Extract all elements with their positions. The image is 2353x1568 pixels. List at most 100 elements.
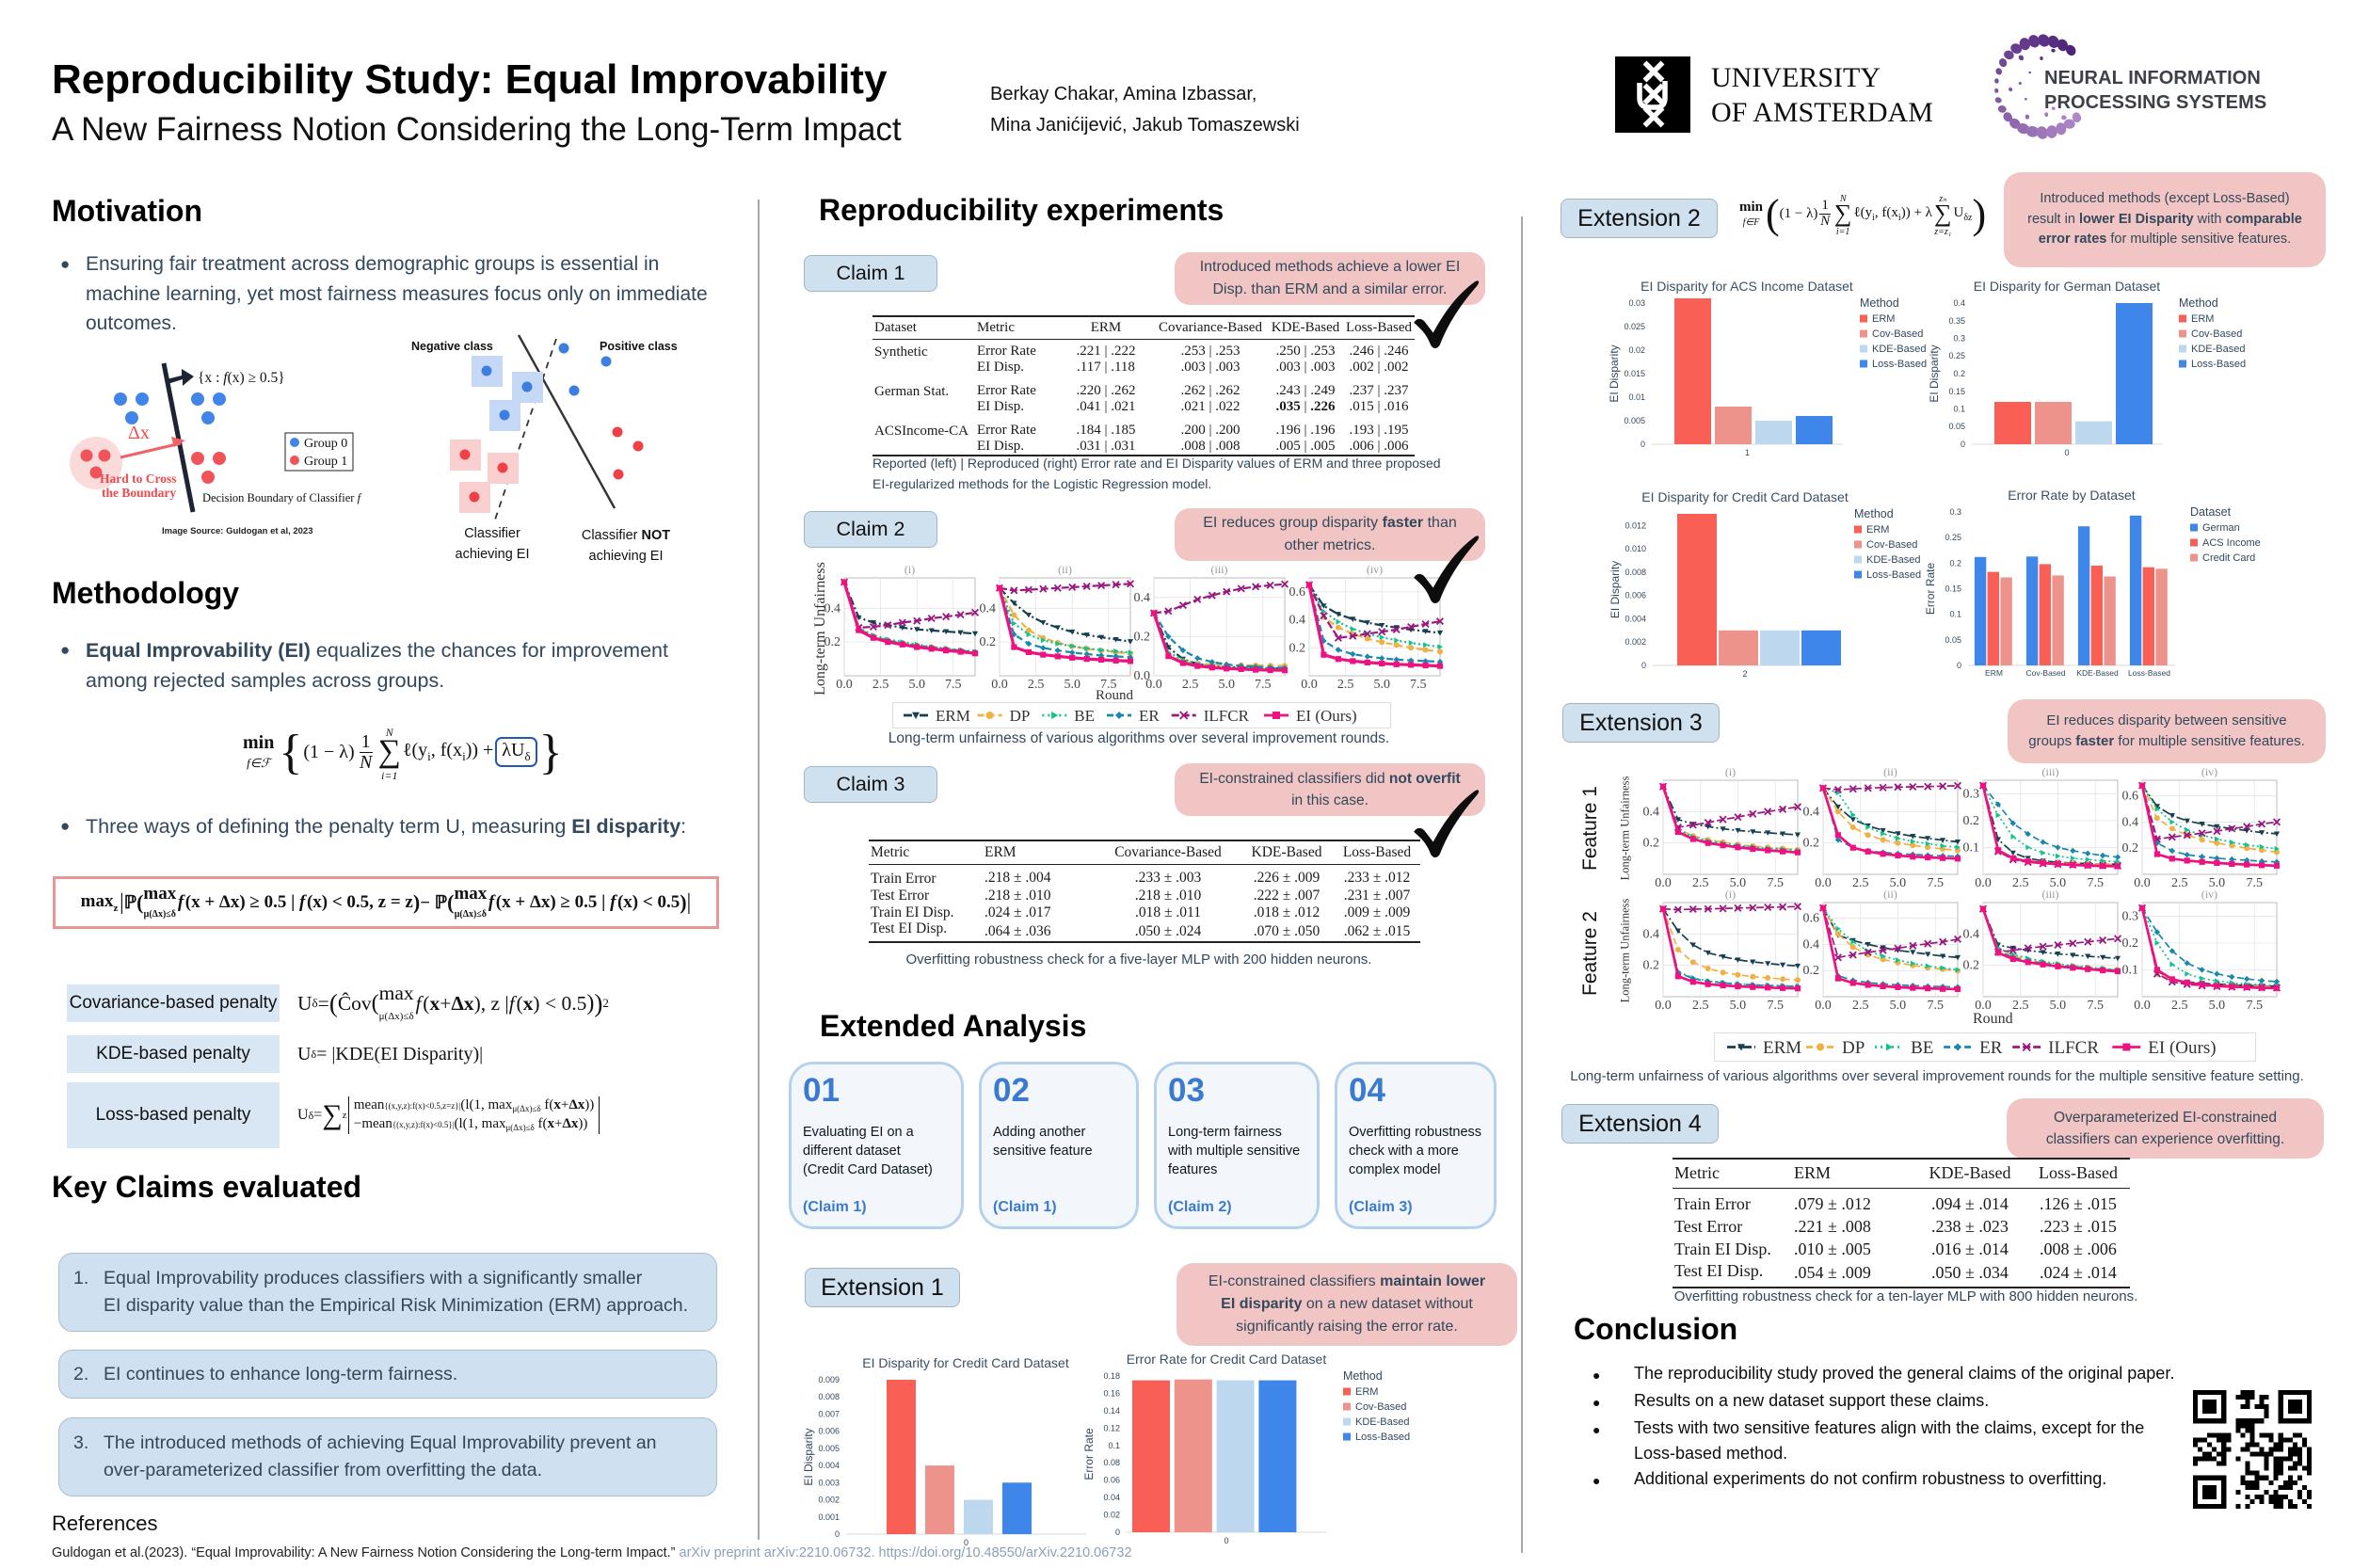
svg-text:0.002: 0.002 [818,1496,840,1505]
svg-text:{x : f(x) ≥ 0.5}: {x : f(x) ≥ 0.5} [198,370,285,386]
svg-text:0.010: 0.010 [1625,544,1646,553]
svg-text:German: German [2202,522,2240,534]
svg-text:0.0: 0.0 [836,678,853,692]
svg-text:7.5: 7.5 [2087,876,2104,890]
svg-text:0.1: 0.1 [2122,963,2139,977]
svg-text:ERM: ERM [2191,313,2214,325]
svg-text:ER: ER [1139,707,1160,725]
svg-text:0.0: 0.0 [1975,876,1992,890]
svg-text:0.05: 0.05 [1945,635,1961,645]
svg-text:EI Disparity: EI Disparity [802,1428,815,1485]
svg-text:0.0: 0.0 [2134,999,2151,1013]
svg-text:0.0: 0.0 [2134,876,2151,890]
svg-text:0.002: 0.002 [1625,637,1646,647]
svg-text:the Boundary: the Boundary [102,486,176,500]
svg-text:Cov-Based: Cov-Based [2025,668,2065,678]
svg-text:7.5: 7.5 [1100,678,1117,692]
svg-text:0: 0 [964,1538,968,1547]
svg-text:KDE-Based: KDE-Based [1355,1416,1409,1428]
svg-text:Group 0: Group 0 [304,437,347,451]
svg-text:0.008: 0.008 [1625,568,1646,577]
svg-text:0.25: 0.25 [1945,533,1961,542]
svg-text:Cov-Based: Cov-Based [2191,328,2242,340]
svg-text:0.015: 0.015 [1624,369,1645,378]
svg-text:Method: Method [2179,296,2218,310]
svg-text:ERM: ERM [1355,1386,1378,1398]
svg-text:ER: ER [1979,1038,2003,1058]
svg-text:2.5: 2.5 [1182,678,1199,692]
svg-text:0.2: 0.2 [2122,841,2139,856]
svg-text:2.5: 2.5 [872,678,889,692]
svg-text:0.06: 0.06 [1103,1476,1120,1485]
svg-text:DP: DP [1010,707,1031,725]
svg-text:0.1: 0.1 [1108,1441,1120,1450]
svg-text:DP: DP [1842,1038,1865,1058]
svg-text:ACS Income: ACS Income [2202,537,2261,549]
svg-text:2.5: 2.5 [2171,999,2188,1013]
svg-text:5.0: 5.0 [1218,678,1235,692]
svg-text:ILFCR: ILFCR [1204,707,1250,725]
svg-text:7.5: 7.5 [1927,876,1944,890]
svg-text:0.2: 0.2 [1949,558,1961,568]
svg-text:0.4: 0.4 [1803,937,1820,952]
svg-text:0.2: 0.2 [980,635,997,649]
svg-text:0.1: 0.1 [1953,405,1965,414]
svg-text:EI (Ours): EI (Ours) [1296,707,1357,725]
svg-text:0.1: 0.1 [1963,840,1980,855]
svg-text:(ii): (ii) [1883,766,1897,778]
svg-text:0.009: 0.009 [818,1375,840,1384]
svg-text:0.003: 0.003 [818,1478,840,1487]
svg-text:2.5: 2.5 [1852,999,1869,1013]
svg-text:0.0: 0.0 [1975,999,1992,1013]
svg-text:0.2: 0.2 [1803,837,1820,851]
svg-text:0.008: 0.008 [818,1392,840,1401]
svg-text:7.5: 7.5 [945,678,962,692]
svg-text:Error Rate: Error Rate [1924,563,1937,616]
svg-text:0.2: 0.2 [1134,630,1151,644]
svg-text:0.012: 0.012 [1625,520,1646,530]
svg-text:0.16: 0.16 [1103,1388,1120,1398]
svg-text:0.18: 0.18 [1103,1371,1120,1381]
svg-text:0: 0 [1224,1536,1228,1545]
svg-text:Group 1: Group 1 [304,455,347,469]
svg-text:Credit Card: Credit Card [2202,552,2255,564]
svg-text:0.4: 0.4 [1953,298,1965,308]
svg-text:0.005: 0.005 [818,1444,840,1453]
svg-text:KDE-Based: KDE-Based [2191,344,2245,355]
svg-text:0.6: 0.6 [1289,585,1306,600]
svg-text:(i): (i) [1725,766,1736,778]
svg-text:0.006: 0.006 [818,1427,840,1436]
svg-text:7.5: 7.5 [1927,999,1944,1013]
svg-text:(i): (i) [1725,888,1736,901]
svg-text:0.0: 0.0 [1815,876,1832,890]
svg-text:7.5: 7.5 [2246,999,2263,1013]
svg-text:0.4: 0.4 [1803,805,1820,819]
svg-text:ERM: ERM [936,707,970,725]
svg-text:0.4: 0.4 [980,601,997,616]
svg-text:0.08: 0.08 [1103,1458,1120,1467]
svg-text:0.03: 0.03 [1628,298,1645,308]
svg-text:0.4: 0.4 [1643,927,1660,941]
svg-text:0: 0 [1957,661,1961,670]
svg-text:7.5: 7.5 [2246,876,2263,890]
svg-text:Method: Method [1854,507,1894,520]
svg-text:0.005: 0.005 [1624,416,1645,425]
svg-text:0.001: 0.001 [818,1512,840,1522]
svg-text:0: 0 [1961,440,1965,449]
svg-text:0.2: 0.2 [2122,936,2139,951]
svg-text:KDE-Based: KDE-Based [1872,344,1926,355]
svg-text:ERM: ERM [1872,313,1895,325]
svg-text:0.02: 0.02 [1103,1511,1120,1520]
svg-text:ERM: ERM [1985,668,2003,678]
svg-text:0.2: 0.2 [824,635,841,649]
svg-text:Hard to Cross: Hard to Cross [100,472,177,486]
svg-text:BE: BE [1074,707,1095,725]
svg-text:2.5: 2.5 [1692,999,1709,1013]
svg-text:0.15: 0.15 [1948,387,1965,396]
svg-text:0.004: 0.004 [1625,615,1646,624]
svg-text:Cov-Based: Cov-Based [1355,1401,1406,1413]
svg-text:0.4: 0.4 [1134,591,1151,605]
svg-text:5.0: 5.0 [1373,678,1390,692]
svg-text:ERM: ERM [1866,524,1889,536]
svg-text:0.25: 0.25 [1948,351,1965,360]
